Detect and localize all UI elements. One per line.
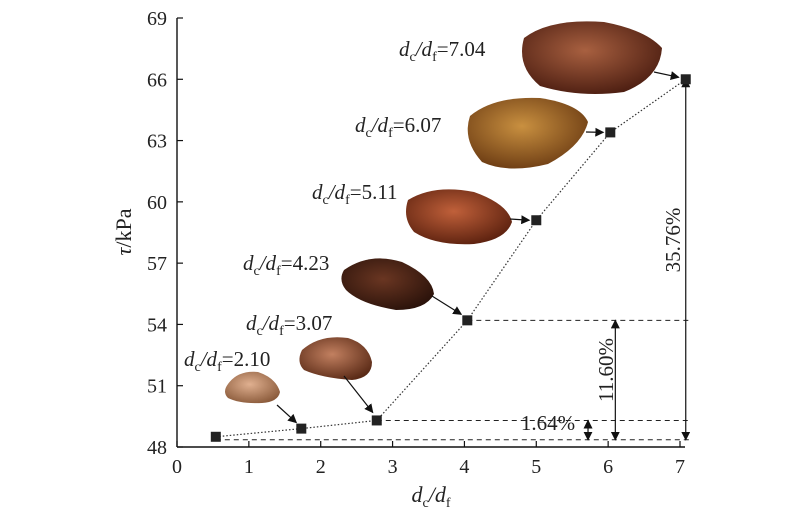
callout-arrow xyxy=(276,404,298,424)
data-point xyxy=(680,74,691,85)
data-point xyxy=(296,423,307,434)
x-tick-label: 1 xyxy=(244,456,254,478)
data-point xyxy=(210,431,221,442)
x-tick-label: 6 xyxy=(603,456,613,478)
y-tick-label: 69 xyxy=(147,8,167,30)
percent-increase-label: 11.60% xyxy=(594,338,618,402)
data-point xyxy=(371,415,382,426)
y-tick-label: 66 xyxy=(147,69,167,91)
rock-image-3 xyxy=(341,258,434,310)
data-point xyxy=(462,315,473,326)
ratio-label: dc/df=5.11 xyxy=(312,180,398,208)
y-tick-label: 57 xyxy=(147,253,167,275)
callout-arrow xyxy=(509,215,531,225)
x-axis-title: dc/df xyxy=(411,482,450,511)
y-tick-label: 63 xyxy=(147,131,167,153)
ratio-label: dc/df=3.07 xyxy=(246,311,332,339)
callout-arrow xyxy=(653,71,680,81)
ratio-label: dc/df=2.10 xyxy=(184,347,270,375)
x-tick-label: 5 xyxy=(531,456,541,478)
rock-image-5 xyxy=(467,97,588,169)
rock-image-6 xyxy=(522,21,662,94)
y-tick-label: 51 xyxy=(147,376,167,398)
data-point xyxy=(531,215,542,226)
x-axis-ticks: 0 1 2 3 4 5 6 7 xyxy=(172,441,685,478)
ratio-labels: dc/df=2.10 dc/df=3.07 dc/df=4.23 dc/df=5.11… xyxy=(184,37,486,375)
rock-pictures xyxy=(225,21,662,404)
callout-arrow xyxy=(431,295,463,315)
percent-increase-label: 35.76% xyxy=(661,208,685,273)
data-markers xyxy=(210,74,691,442)
ratio-label: dc/df=4.23 xyxy=(243,251,329,279)
rock-image-4 xyxy=(406,189,512,245)
y-tick-label: 48 xyxy=(147,437,167,459)
x-tick-label: 4 xyxy=(459,456,469,478)
percent-increase-label: 1.64% xyxy=(521,411,575,435)
dimension-arrows xyxy=(583,78,691,441)
rock-image-1 xyxy=(225,371,280,404)
y-tick-label: 60 xyxy=(147,192,167,214)
y-axis-title: τ/kPa xyxy=(111,208,136,255)
x-tick-label: 0 xyxy=(172,456,182,478)
ratio-label: dc/df=7.04 xyxy=(399,37,486,65)
callout-arrow xyxy=(343,375,374,414)
y-tick-label: 54 xyxy=(147,314,167,336)
x-tick-label: 7 xyxy=(675,456,685,478)
percent-labels: 1.64% 11.60% 35.76% xyxy=(521,208,685,435)
x-tick-label: 2 xyxy=(316,456,326,478)
x-tick-label: 3 xyxy=(388,456,398,478)
rock-image-2 xyxy=(299,337,372,380)
ratio-label: dc/df=6.07 xyxy=(355,113,441,141)
axes xyxy=(176,18,685,448)
data-point xyxy=(605,127,616,138)
callout-arrows xyxy=(276,71,680,424)
y-axis-ticks: 48 51 54 57 60 63 66 69 xyxy=(147,8,183,459)
reference-lines xyxy=(215,319,691,441)
